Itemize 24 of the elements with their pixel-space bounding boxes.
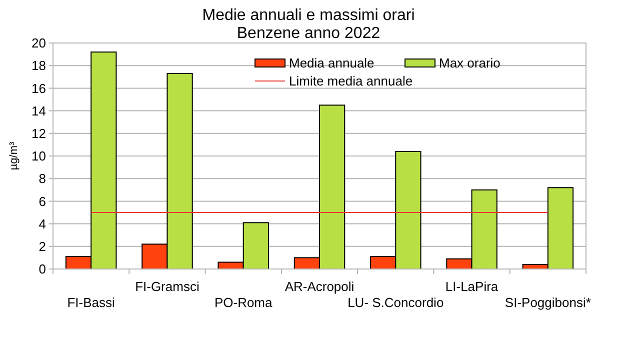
y-tick-label: 12 xyxy=(32,126,46,141)
y-tick-label: 4 xyxy=(38,216,46,232)
y-tick-label: 8 xyxy=(38,171,46,186)
y-tick-label: 16 xyxy=(32,80,46,96)
y-tick-label: 0 xyxy=(38,262,46,277)
y-tick-label: 14 xyxy=(32,103,46,118)
y-tick-label: 2 xyxy=(38,238,46,254)
x-tick-label: LI-LaPira xyxy=(445,279,499,294)
y-tick-label: 10 xyxy=(32,148,46,164)
y-tick-label: 20 xyxy=(32,36,46,51)
x-tick-label: FI-Bassi xyxy=(67,295,116,310)
legend-label: Max orario xyxy=(439,56,500,71)
y-tick-label: 6 xyxy=(38,194,46,209)
x-tick-label: FI-Gramsci xyxy=(135,279,200,294)
x-tick-label: SI-Poggibonsi* xyxy=(504,295,591,310)
legend-label: Limite media annuale xyxy=(289,74,413,89)
x-tick-label: PO-Roma xyxy=(214,295,274,310)
legend-label: Media annuale xyxy=(289,56,374,71)
y-axis-title: µg/m³ xyxy=(8,141,20,170)
x-tick-label: LU- S.Concordio xyxy=(348,295,444,310)
chart-title: Medie annuali e massimi orari xyxy=(202,7,415,24)
x-tick-label: AR-Acropoli xyxy=(284,279,354,294)
y-tick-label: 18 xyxy=(32,58,46,74)
chart-subtitle: Benzene anno 2022 xyxy=(236,25,380,42)
